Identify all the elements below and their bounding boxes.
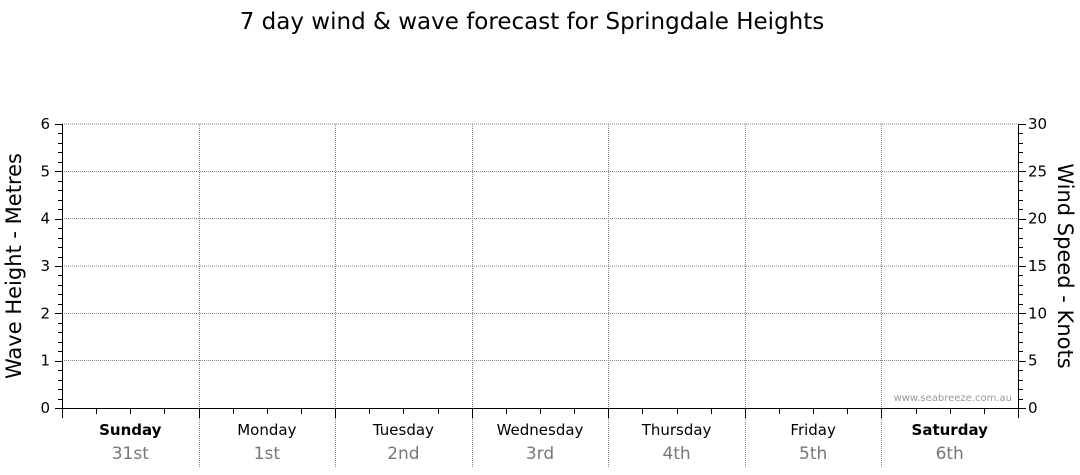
day-name-label: Thursday bbox=[641, 421, 712, 439]
day-name-label: Tuesday bbox=[372, 421, 434, 439]
day-labels: Sunday 31st Monday 1st Tuesday 2nd Wednesday 3r… bbox=[99, 421, 988, 464]
day-name-label: Wednesday bbox=[497, 421, 584, 439]
day-name-label: Saturday bbox=[912, 421, 989, 439]
day-date-label: 3rd bbox=[526, 444, 554, 464]
day-date-label: 4th bbox=[662, 444, 690, 464]
day-date-label: 1st bbox=[254, 444, 281, 464]
right-tick-label: 20 bbox=[1028, 210, 1047, 228]
right-tick-label: 5 bbox=[1028, 352, 1038, 370]
grid-lines bbox=[62, 123, 1018, 468]
right-tick-label: 30 bbox=[1028, 115, 1047, 133]
axes bbox=[62, 124, 1019, 418]
right-tick-label: 25 bbox=[1028, 162, 1047, 180]
right-axis-title: Wind Speed - Knots bbox=[1053, 163, 1077, 368]
left-tick-label: 0 bbox=[40, 399, 50, 417]
left-axis-ticks: 0 1 2 3 4 5 6 bbox=[40, 115, 63, 417]
left-tick-label: 1 bbox=[40, 352, 50, 370]
right-tick-label: 0 bbox=[1028, 399, 1038, 417]
day-name-label: Friday bbox=[790, 421, 836, 439]
day-date-label: 6th bbox=[936, 444, 964, 464]
left-axis-title: Wave Height - Metres bbox=[2, 153, 26, 379]
left-tick-label: 2 bbox=[40, 304, 50, 322]
left-tick-label: 4 bbox=[40, 210, 50, 228]
day-date-label: 2nd bbox=[387, 444, 419, 464]
left-tick-label: 3 bbox=[40, 257, 50, 275]
day-name-label: Sunday bbox=[99, 421, 162, 439]
watermark-text: www.seabreeze.com.au bbox=[894, 393, 1012, 404]
right-tick-label: 10 bbox=[1028, 304, 1047, 322]
left-tick-label: 6 bbox=[40, 115, 50, 133]
day-date-label: 31st bbox=[112, 444, 149, 464]
day-date-label: 5th bbox=[799, 444, 827, 464]
right-axis-ticks: 0 5 10 15 20 25 30 bbox=[1018, 115, 1047, 417]
chart-title: 7 day wind & wave forecast for Springdal… bbox=[240, 9, 825, 35]
left-tick-label: 5 bbox=[40, 162, 50, 180]
right-tick-label: 15 bbox=[1028, 257, 1047, 275]
day-name-label: Monday bbox=[237, 421, 296, 439]
